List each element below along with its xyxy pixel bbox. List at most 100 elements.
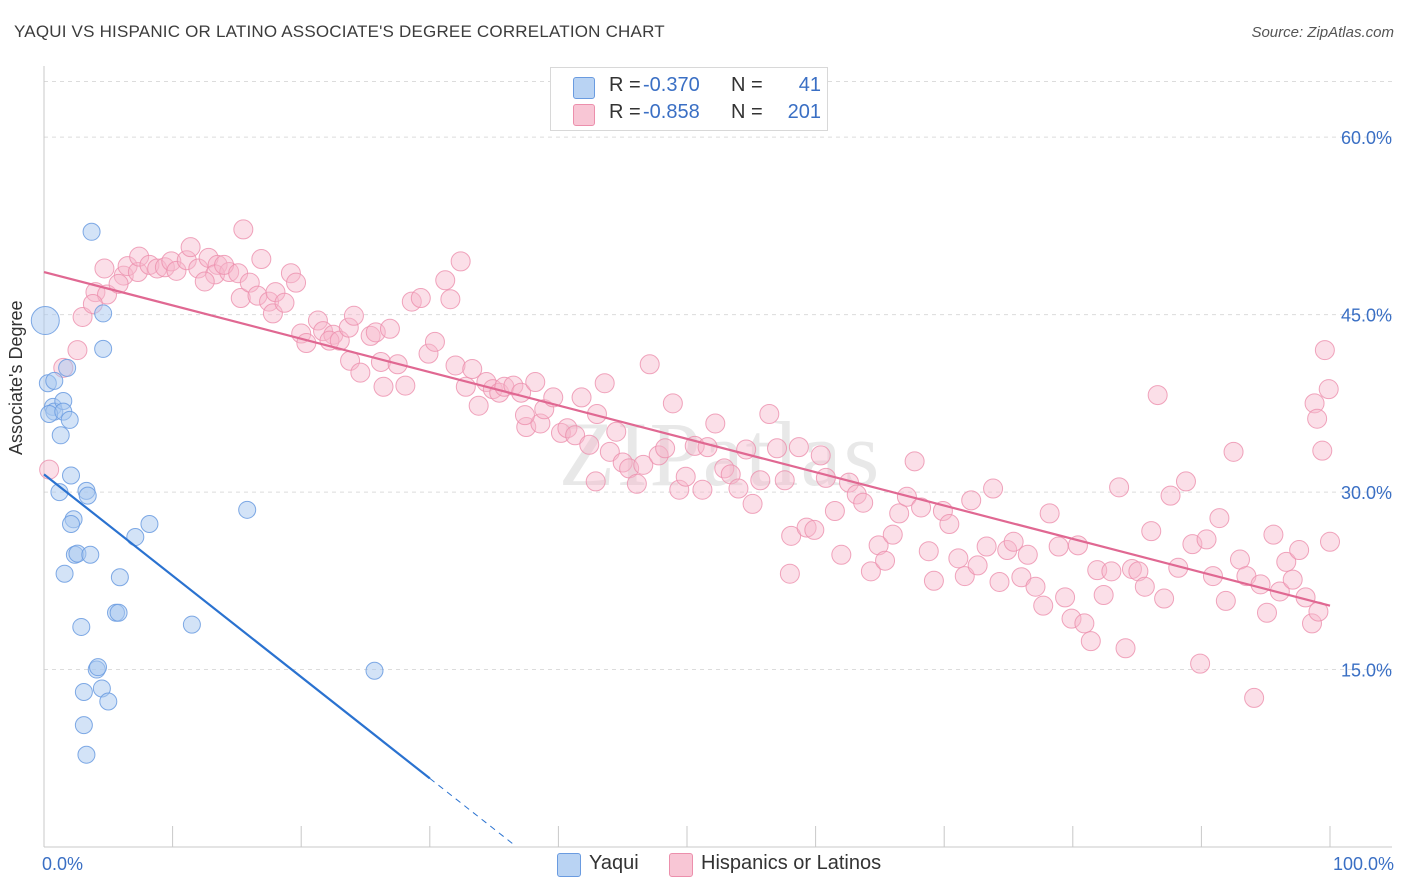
data-point-hispanic bbox=[967, 555, 988, 576]
data-point-hispanic bbox=[1307, 408, 1328, 429]
correlation-legend: R = -0.370 N = 41 R = -0.858 N = 201 bbox=[550, 67, 828, 131]
data-point-hispanic bbox=[233, 219, 254, 240]
data-point-hispanic bbox=[445, 355, 466, 376]
data-point-hispanic bbox=[180, 237, 201, 258]
data-point-hispanic bbox=[736, 439, 757, 460]
data-point-hispanic bbox=[1314, 340, 1335, 361]
data-point-hispanic bbox=[579, 434, 600, 455]
legend-r-label: R = bbox=[609, 101, 641, 123]
data-point-hispanic bbox=[462, 359, 483, 380]
y-axis-label: Associate's Degree bbox=[6, 300, 26, 455]
data-point-hispanic bbox=[1048, 536, 1069, 557]
data-point-hispanic bbox=[395, 375, 416, 396]
data-point-hispanic bbox=[1289, 540, 1310, 561]
data-point-yaqui bbox=[365, 661, 384, 680]
data-point-hispanic bbox=[1080, 631, 1101, 652]
data-point-hispanic bbox=[1263, 524, 1284, 545]
data-point-hispanic bbox=[176, 250, 197, 271]
data-point-hispanic bbox=[918, 541, 939, 562]
data-point-hispanic bbox=[1147, 385, 1168, 406]
data-point-hispanic bbox=[1093, 585, 1114, 606]
data-point-hispanic bbox=[948, 548, 969, 569]
data-point-yaqui bbox=[140, 515, 159, 534]
bottom-legend-swatch-yaqui bbox=[557, 853, 581, 877]
data-point-hispanic bbox=[557, 418, 578, 439]
data-point-hispanic bbox=[274, 292, 295, 313]
legend-r-label: R = bbox=[609, 74, 641, 96]
data-point-hispanic bbox=[585, 471, 606, 492]
data-point-hispanic bbox=[1055, 587, 1076, 608]
data-point-hispanic bbox=[1282, 569, 1303, 590]
data-point-hispanic bbox=[129, 246, 150, 267]
data-point-hispanic bbox=[989, 571, 1010, 592]
data-point-hispanic bbox=[1244, 687, 1265, 708]
data-point-hispanic bbox=[1250, 574, 1271, 595]
data-point-yaqui bbox=[78, 486, 97, 505]
legend-n-label: N = bbox=[731, 101, 763, 123]
data-point-hispanic bbox=[161, 251, 182, 272]
data-point-yaqui bbox=[62, 515, 81, 534]
data-point-hispanic bbox=[868, 535, 889, 556]
legend-n-label: N = bbox=[731, 74, 763, 96]
data-point-hispanic bbox=[343, 305, 364, 326]
data-point-hispanic bbox=[1256, 602, 1277, 623]
data-point-hispanic bbox=[350, 362, 371, 383]
data-point-hispanic bbox=[594, 373, 615, 394]
trend-lines bbox=[43, 270, 1331, 845]
data-point-hispanic bbox=[1141, 521, 1162, 542]
data-point-hispanic bbox=[1003, 531, 1024, 552]
data-point-hispanic bbox=[779, 563, 800, 584]
data-point-hispanic bbox=[742, 493, 763, 514]
data-point-hispanic bbox=[1175, 471, 1196, 492]
data-point-hispanic bbox=[166, 260, 187, 281]
data-point-hispanic bbox=[1304, 393, 1325, 414]
legend-r-value: -0.370 bbox=[643, 74, 700, 96]
data-point-hispanic bbox=[1115, 638, 1136, 659]
data-point-hispanic bbox=[860, 561, 881, 582]
data-point-hispanic bbox=[108, 273, 129, 294]
data-point-hispanic bbox=[692, 479, 713, 500]
data-point-hispanic bbox=[983, 478, 1004, 499]
data-point-hispanic bbox=[571, 387, 592, 408]
legend-n-value: 41 bbox=[798, 74, 821, 96]
data-point-hispanic bbox=[804, 519, 825, 540]
data-point-hispanic bbox=[1276, 551, 1297, 572]
data-point-hispanic bbox=[503, 375, 524, 396]
data-point-hispanic bbox=[976, 536, 997, 557]
data-point-hispanic bbox=[1074, 613, 1095, 634]
data-point-hispanic bbox=[410, 288, 431, 309]
axes bbox=[43, 66, 1392, 848]
data-point-yaqui bbox=[82, 222, 101, 241]
data-point-hispanic bbox=[1033, 595, 1054, 616]
legend-n-value: 201 bbox=[787, 101, 821, 123]
data-point-yaqui bbox=[58, 358, 77, 377]
y-tick-label: 15.0% bbox=[1341, 661, 1392, 681]
data-point-hispanic bbox=[882, 524, 903, 545]
y-tick-label: 30.0% bbox=[1341, 483, 1392, 503]
source-label: Source: ZipAtlas.com bbox=[1251, 24, 1394, 41]
data-point-hispanic bbox=[468, 395, 489, 416]
data-point-hispanic bbox=[815, 467, 836, 488]
data-point-hispanic bbox=[796, 517, 817, 538]
data-point-hispanic bbox=[759, 403, 780, 424]
data-point-hispanic bbox=[379, 318, 400, 339]
data-point-hispanic bbox=[230, 288, 251, 309]
data-point-hispanic bbox=[1312, 440, 1333, 461]
data-point-yaqui bbox=[99, 692, 118, 711]
bottom-legend-label: Hispanics or Latinos bbox=[701, 852, 882, 874]
data-point-hispanic bbox=[705, 413, 726, 434]
data-point-yaqui bbox=[110, 568, 129, 587]
data-point-hispanic bbox=[154, 257, 175, 278]
data-point-hispanic bbox=[728, 478, 749, 499]
data-point-yaqui bbox=[51, 426, 70, 445]
data-point-hispanic bbox=[853, 492, 874, 513]
data-point-hispanic bbox=[67, 340, 88, 361]
data-point-hispanic bbox=[781, 525, 802, 546]
data-point-hispanic bbox=[1134, 576, 1155, 597]
data-point-hispanic bbox=[774, 470, 795, 491]
data-point-yaqui bbox=[81, 545, 100, 564]
data-point-hispanic bbox=[904, 451, 925, 472]
data-point-hispanic bbox=[662, 393, 683, 414]
data-point-hispanic bbox=[655, 438, 676, 459]
data-point-hispanic bbox=[961, 490, 982, 511]
